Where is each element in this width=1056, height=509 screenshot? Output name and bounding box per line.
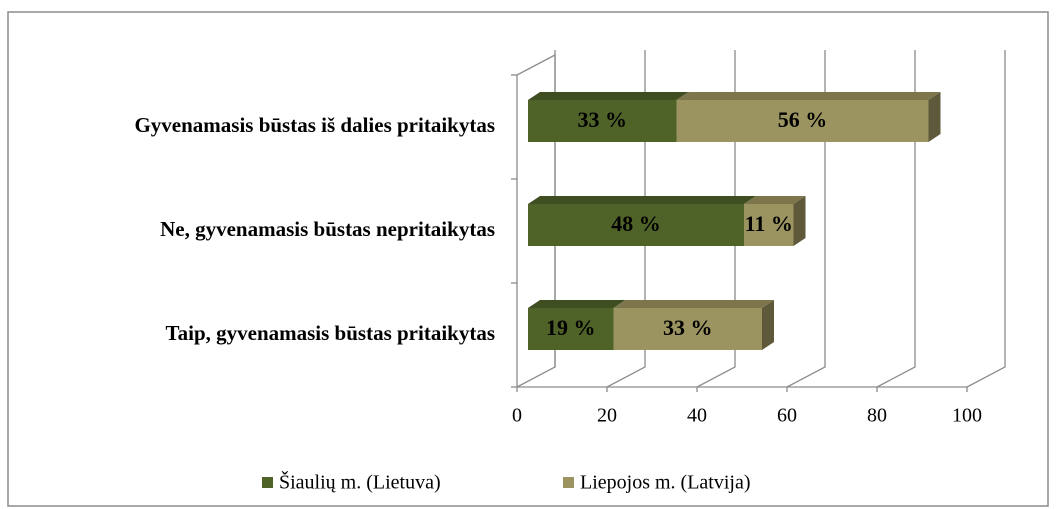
bar-top	[676, 92, 941, 100]
value-label: 19 %	[546, 315, 596, 340]
axis-line	[516, 54, 556, 76]
grid-line	[516, 50, 556, 388]
grid-line	[876, 50, 916, 388]
x-tick-label: 40	[687, 405, 707, 427]
bar-side	[762, 300, 774, 350]
bar-side	[928, 92, 941, 142]
grid-line	[966, 50, 1006, 388]
value-label: 33 %	[578, 107, 628, 132]
grid-line	[696, 50, 736, 388]
legend-label: Šiaulių m. (Lietuva)	[279, 470, 441, 494]
bar-top	[744, 196, 806, 204]
bar	[676, 100, 929, 142]
bar-top	[613, 300, 774, 308]
value-label: 48 %	[611, 211, 661, 236]
bar	[528, 204, 744, 246]
bar-top	[528, 92, 689, 100]
bar	[744, 204, 794, 246]
x-tick-label: 100	[952, 405, 982, 427]
category-label: Gyvenamasis būstas iš dalies pritaikytas	[134, 113, 495, 137]
bar	[528, 308, 614, 350]
legend-label: Liepojos m. (Latvija)	[580, 472, 751, 494]
grid-line	[786, 50, 826, 388]
legend-swatch	[563, 477, 574, 488]
x-tick-label: 80	[867, 405, 887, 427]
category-label: Ne, gyvenamasis būstas nepritaikytas	[160, 217, 495, 241]
bar-side	[793, 196, 806, 246]
x-tick-label: 60	[777, 405, 797, 427]
bar	[528, 100, 677, 142]
x-tick-label: 0	[512, 405, 522, 427]
bar-top	[528, 196, 756, 204]
legend-swatch	[262, 477, 273, 488]
value-label: 56 %	[778, 107, 828, 132]
chart-frame	[7, 11, 1049, 507]
x-tick-label: 20	[597, 405, 617, 427]
value-label: 11 %	[745, 211, 793, 236]
bar	[613, 308, 762, 350]
bar-top	[528, 300, 626, 308]
category-label: Taip, gyvenamasis būstas pritaikytas	[166, 321, 495, 345]
grid-line	[606, 50, 646, 388]
value-label: 33 %	[663, 315, 713, 340]
